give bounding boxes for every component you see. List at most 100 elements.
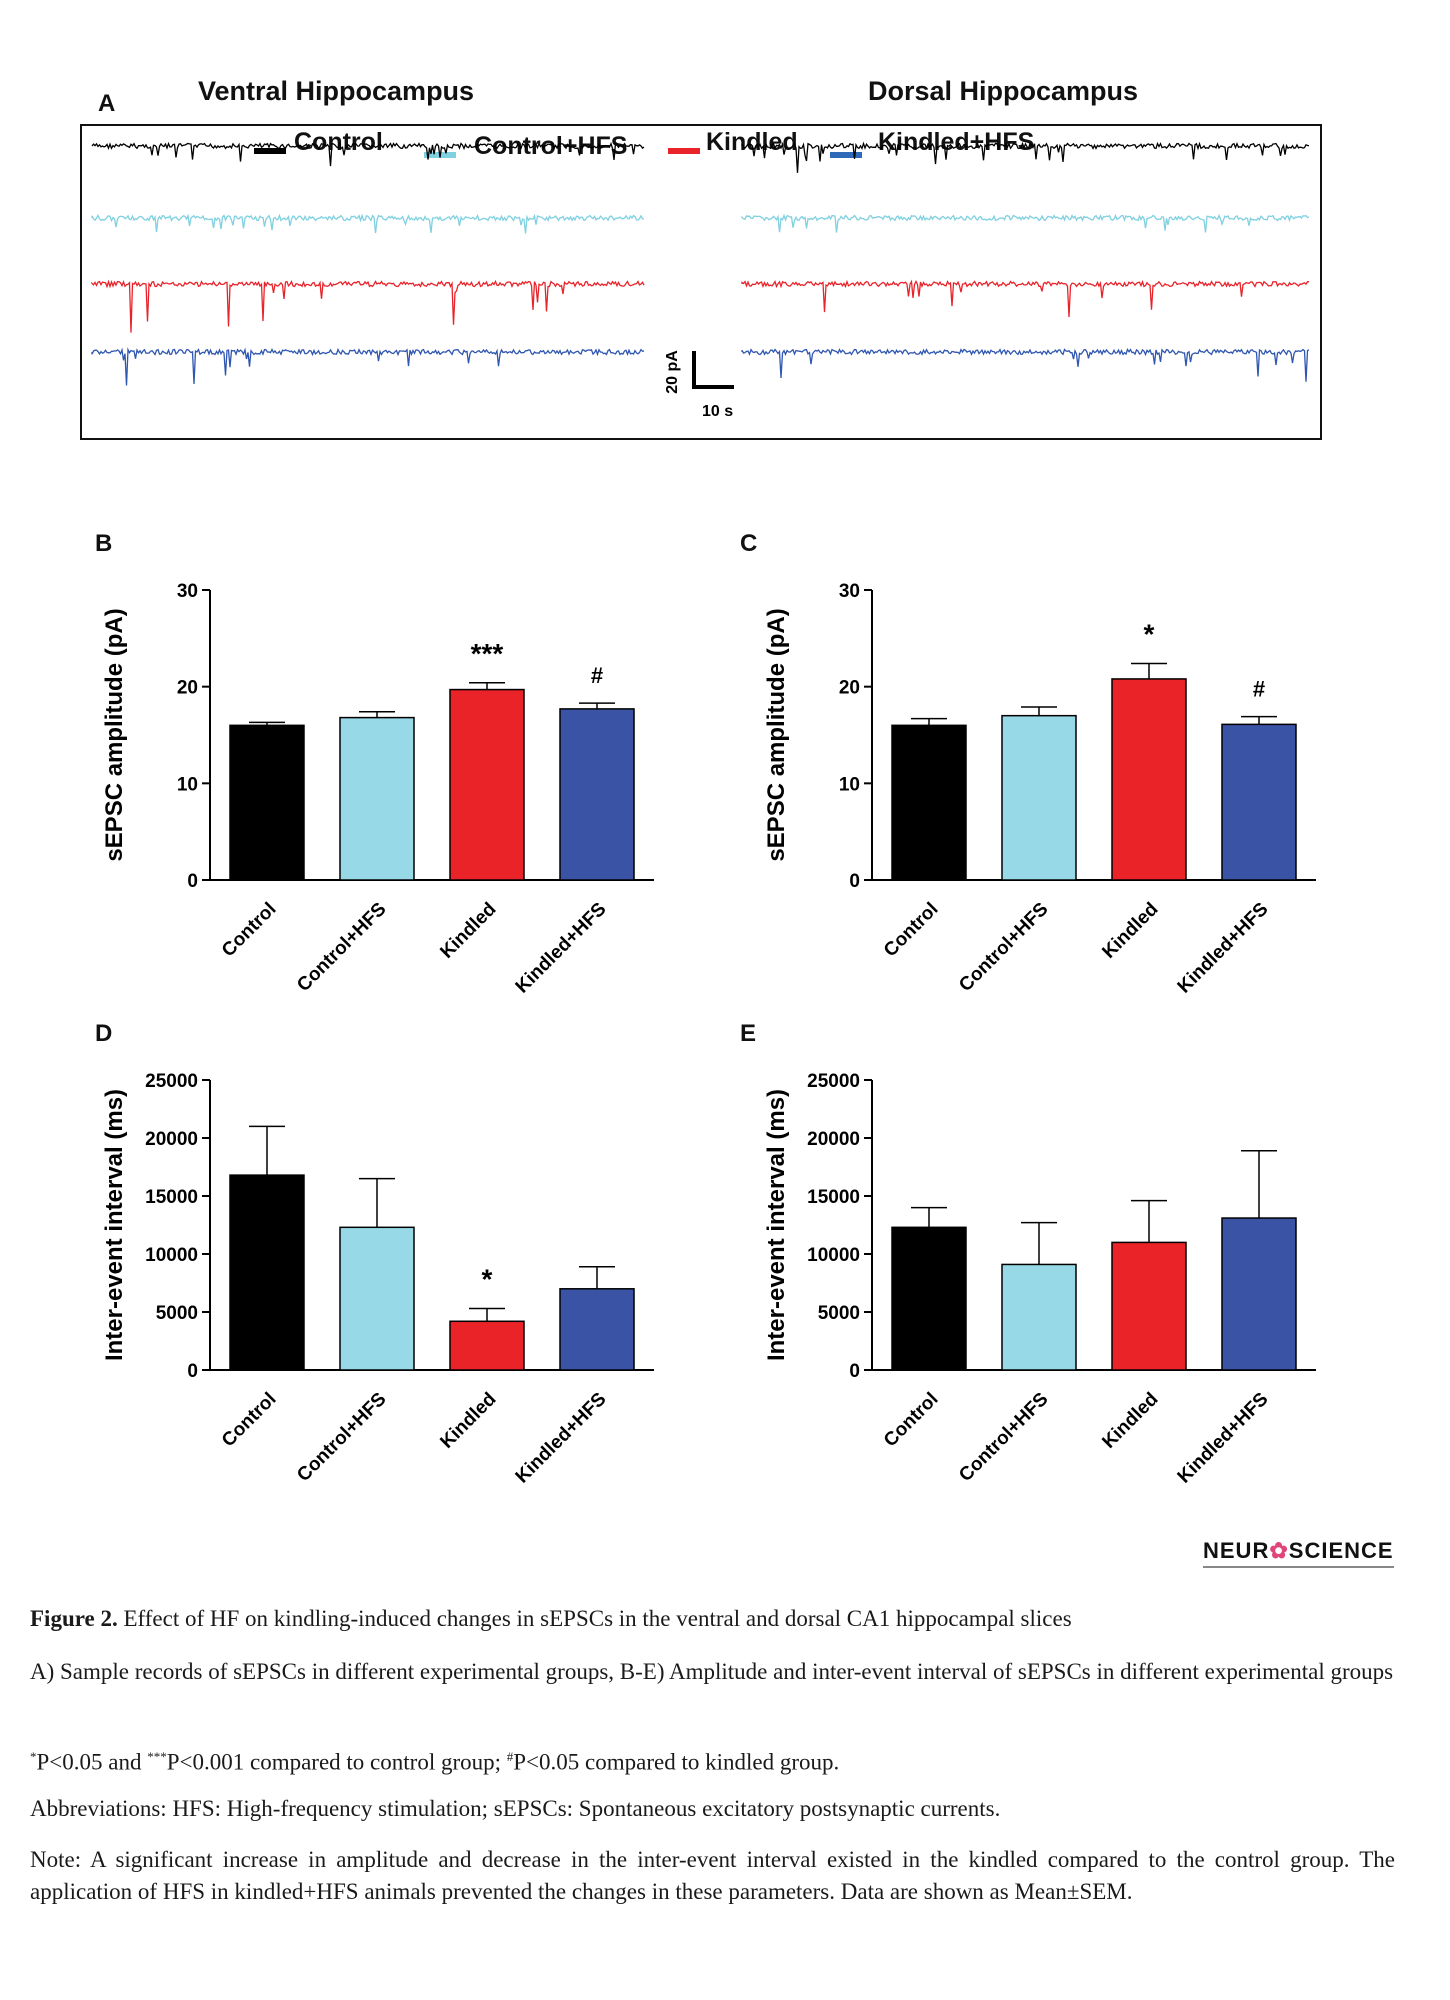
chart-b-amplitude-ventral: 0 10 20 30 sEPSC amplitude (pA) Control Contro… [101,581,654,998]
chart-d-x-tick-label-2: Kindled [436,1389,500,1453]
chart-e-interval-dorsal: 0 5000 10000 15000 20000 25000 Inter-event int… [763,1071,1316,1488]
chart-b-y-tick-label: 20 [177,678,198,699]
chart-c-bar-1 [1001,714,1077,881]
trace-control-dorsal [741,141,1310,173]
chart-b-x-tick-label-0: Control [218,899,281,962]
chart-e-x-tick-label-0: Control [880,1389,943,1452]
chart-e-y-tick-label: 25000 [807,1071,860,1092]
chart-b-bar-3 [559,708,635,881]
chart-e-bar-3 [1221,1217,1297,1371]
chart-c-significance-2: * [1144,618,1155,649]
trace-kindled-hfs-ventral [91,347,645,386]
chart-b-significance-2: *** [471,638,504,669]
chart-c-x-tick-label-1: Control+HFS [955,899,1052,996]
scale-bar [692,351,734,389]
neuroscience-logo: NEUR✿SCIENCE [1203,1538,1394,1568]
chart-d-y-tick-label: 20000 [145,1129,198,1150]
legend-swatch-control [254,148,286,154]
panel-a-letter: A [98,90,116,117]
chart-d-bar-2 [449,1320,525,1371]
chart-e-bar-2 [1111,1241,1187,1371]
chart-b-x-tick-label-1: Control+HFS [293,899,390,996]
chart-d-bar-3 [559,1288,635,1371]
chart-d-x-tick-label-0: Control [218,1389,281,1452]
figure-title: Effect of HF on kindling-induced changes… [123,1606,1072,1631]
panel-b-letter: B [95,530,113,557]
chart-d-y-axis-label: Inter-event interval (ms) [101,1089,128,1361]
chart-b-bar-1 [339,716,415,881]
chart-d-y-tick-label: 10000 [145,1245,198,1266]
trace-control-hfs-ventral [91,213,644,234]
trace-kindled-ventral [91,279,645,333]
legend-label-kindled-hfs: Kindled+HFS [878,128,1035,156]
chart-e-y-tick-label: 20000 [807,1129,860,1150]
chart-b-significance-3: # [591,663,603,688]
chart-c-bar-3 [1221,723,1297,881]
trace-control-hfs-dorsal [741,213,1310,233]
figure-label: Figure 2. [30,1606,118,1631]
chart-e-x-tick-label-3: Kindled+HFS [1174,1389,1273,1488]
caption-note: Note: A significant increase in amplitud… [30,1847,1395,1904]
dorsal-hippocampus-title: Dorsal Hippocampus [868,76,1139,106]
chart-c-y-tick-label: 20 [839,678,860,699]
chart-d-bar-0 [229,1174,305,1371]
chart-d-y-tick-label: 25000 [145,1071,198,1092]
chart-c-x-tick-label-2: Kindled [1098,899,1162,963]
chart-d-y-tick-label: 0 [187,1361,198,1382]
legend-label-kindled: Kindled [706,128,798,156]
scale-bar-x-label: 10 s [702,403,733,420]
legend-label-control-hfs: Control+HFS [474,132,628,160]
chart-c-bar-0 [891,724,967,881]
chart-d-y-tick-label: 5000 [156,1303,198,1324]
ventral-hippocampus-title: Ventral Hippocampus [198,76,475,106]
caption-abbreviations: Abbreviations: HFS: High-frequency stimu… [30,1796,1001,1821]
chart-e-x-tick-label-2: Kindled [1098,1389,1162,1453]
chart-e-y-axis-label: Inter-event interval (ms) [763,1089,790,1361]
figure-caption-title: Figure 2. Effect of HF on kindling-induc… [30,1603,1395,1635]
trace-control-ventral [91,141,645,167]
legend-swatch-kindled [668,148,700,154]
trace-kindled-dorsal [741,279,1310,318]
chart-e-y-tick-label: 0 [849,1361,860,1382]
chart-b-bar-0 [229,724,305,881]
chart-d-y-tick-label: 15000 [145,1187,198,1208]
chart-c-y-tick-label: 30 [839,581,860,602]
trace-panel: Control Control+HFS Kindled Kindled+HFS … [80,124,1322,440]
chart-d-significance-2: * [482,1264,493,1295]
chart-b-x-tick-label-2: Kindled [436,899,500,963]
chart-b-y-axis-label: sEPSC amplitude (pA) [101,608,128,861]
chart-c-amplitude-dorsal: 0 10 20 30 sEPSC amplitude (pA) Control Contro… [763,581,1316,998]
chart-b-bar-2 [449,688,525,881]
chart-c-x-tick-label-0: Control [880,899,943,962]
chart-d-x-tick-label-3: Kindled+HFS [512,1389,611,1488]
chart-b-x-tick-label-3: Kindled+HFS [512,899,611,998]
sepsc-traces: 20 pA 10 s [91,141,1310,420]
legend-label-control: Control [294,128,383,156]
chart-c-y-tick-label: 0 [849,871,860,892]
chart-e-bar-1 [1001,1263,1077,1371]
chart-b-y-tick-label: 0 [187,871,198,892]
chart-c-y-tick-label: 10 [839,774,860,795]
chart-b-y-tick-label: 10 [177,774,198,795]
panel-e-letter: E [740,1020,757,1047]
legend-swatch-kindled-hfs [830,152,862,158]
chart-d-x-tick-label-1: Control+HFS [293,1389,390,1486]
chart-e-y-tick-label: 10000 [807,1245,860,1266]
panel-d-letter: D [95,1020,113,1047]
chart-e-bar-0 [891,1226,967,1371]
scale-bar-y-label: 20 pA [664,350,681,394]
trace-kindled-hfs-dorsal [741,348,1310,382]
chart-c-bar-2 [1111,678,1187,881]
chart-e-x-tick-label-1: Control+HFS [955,1389,1052,1486]
chart-e-y-tick-label: 5000 [818,1303,860,1324]
chart-c-y-axis-label: sEPSC amplitude (pA) [763,608,790,861]
chart-c-x-tick-label-3: Kindled+HFS [1174,899,1273,998]
caption-significance: *P<0.05 and ***P<0.001 compared to contr… [30,1749,840,1775]
panel-c-letter: C [740,530,758,557]
chart-d-bar-1 [339,1226,415,1371]
caption-panel-description: A) Sample records of sEPSCs in different… [30,1659,1394,1684]
chart-b-y-tick-label: 30 [177,581,198,602]
chart-e-y-tick-label: 15000 [807,1187,860,1208]
chart-d-interval-ventral: 0 5000 10000 15000 20000 25000 Inter-event int… [101,1071,654,1488]
chart-c-significance-3: # [1253,677,1265,702]
